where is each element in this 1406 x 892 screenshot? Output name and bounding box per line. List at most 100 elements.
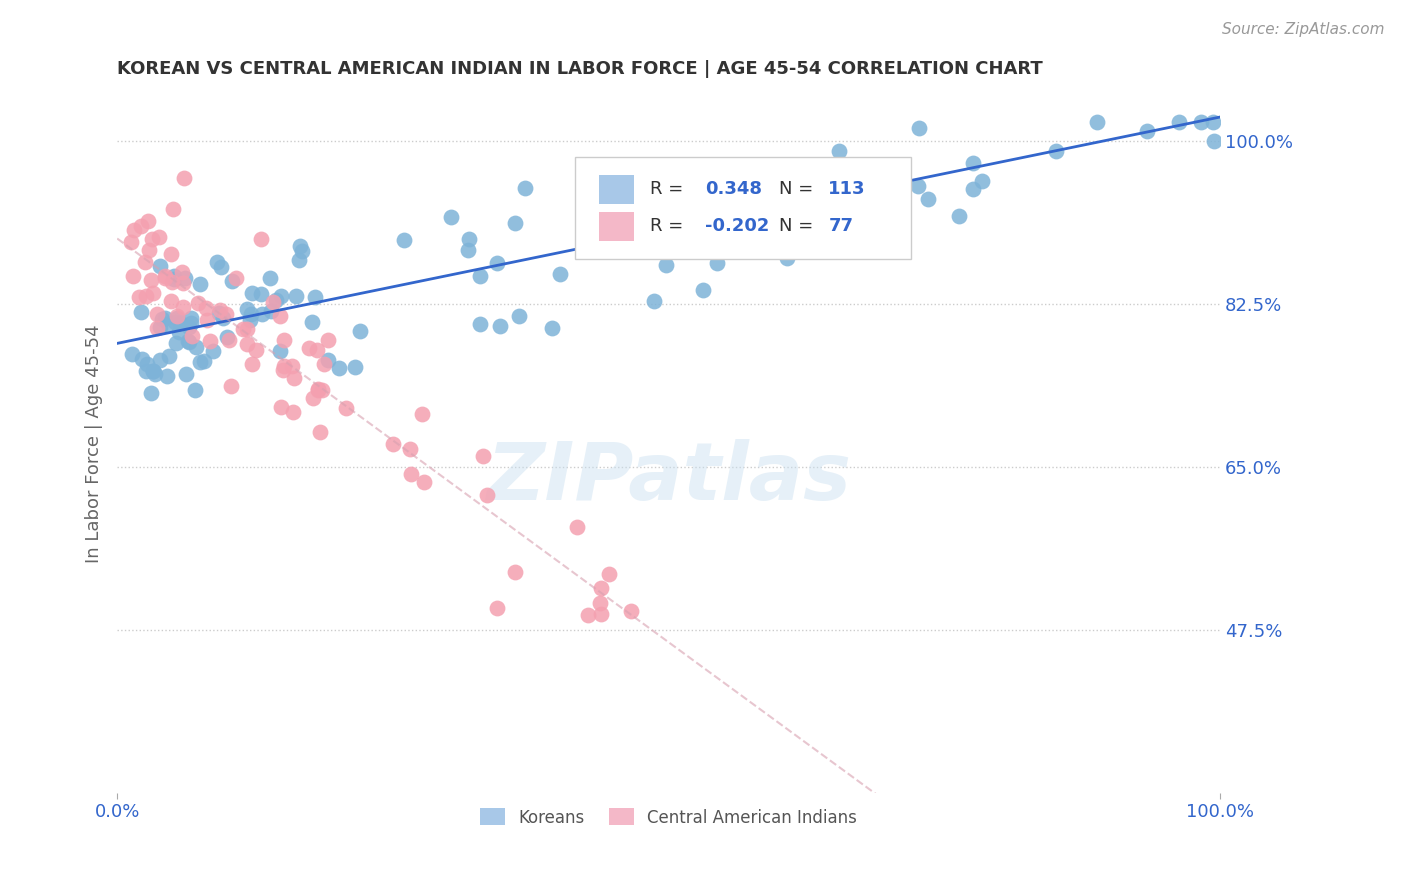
Point [269, 309, 291, 323]
Point [128, 290, 150, 304]
Text: 77: 77 [828, 218, 853, 235]
Point [240, 357, 263, 371]
Text: -0.202: -0.202 [704, 218, 769, 235]
Point [304, 290, 326, 304]
Point [620, 604, 643, 618]
Point [129, 305, 152, 319]
Point [141, 385, 163, 400]
Point [166, 310, 188, 324]
Point [651, 166, 673, 180]
Point [591, 581, 613, 595]
Point [188, 355, 211, 369]
Point [135, 364, 157, 378]
Point [156, 368, 179, 383]
Point [477, 488, 499, 502]
Point [281, 405, 304, 419]
Point [486, 600, 509, 615]
Text: N =: N = [779, 180, 818, 198]
Point [136, 357, 159, 371]
Point [1167, 115, 1189, 129]
Point [160, 275, 183, 289]
Point [187, 296, 209, 310]
Point [122, 268, 145, 283]
Text: ZIPatlas: ZIPatlas [486, 440, 851, 517]
Point [302, 391, 325, 405]
Point [236, 322, 259, 336]
Point [457, 243, 479, 257]
Point [650, 176, 672, 190]
Point [236, 301, 259, 316]
Point [283, 371, 305, 385]
Point [184, 384, 207, 398]
Point [153, 268, 176, 283]
Point [169, 316, 191, 330]
Point [179, 320, 201, 334]
Point [311, 383, 333, 397]
Point [811, 160, 834, 174]
Text: Source: ZipAtlas.com: Source: ZipAtlas.com [1222, 22, 1385, 37]
Point [149, 352, 172, 367]
Point [638, 225, 661, 239]
Point [225, 270, 247, 285]
Point [681, 158, 703, 172]
Point [138, 243, 160, 257]
Point [413, 475, 436, 490]
Point [180, 316, 202, 330]
Point [1045, 144, 1067, 158]
Point [141, 273, 163, 287]
Point [307, 382, 329, 396]
Point [755, 217, 778, 231]
Point [250, 286, 273, 301]
Point [503, 565, 526, 579]
Point [159, 247, 181, 261]
Point [603, 176, 626, 190]
Point [503, 216, 526, 230]
Point [349, 324, 371, 338]
Point [173, 170, 195, 185]
Point [135, 289, 157, 303]
Text: R =: R = [650, 218, 689, 235]
Point [195, 313, 218, 327]
Point [166, 311, 188, 326]
Point [581, 216, 603, 230]
Point [250, 232, 273, 246]
Point [165, 336, 187, 351]
Point [401, 467, 423, 481]
Point [273, 333, 295, 347]
Point [695, 191, 717, 205]
Point [344, 359, 367, 374]
Point [209, 302, 232, 317]
Point [1204, 134, 1226, 148]
Text: 113: 113 [828, 180, 866, 198]
Legend: Koreans, Central American Indians: Koreans, Central American Indians [472, 802, 865, 833]
Point [307, 383, 329, 397]
Point [211, 260, 233, 274]
Text: R =: R = [650, 180, 689, 198]
Point [308, 425, 330, 439]
Point [215, 307, 238, 321]
Point [232, 322, 254, 336]
Point [541, 321, 564, 335]
Point [626, 197, 648, 211]
Point [382, 437, 405, 451]
Point [948, 209, 970, 223]
Point [273, 359, 295, 374]
Point [287, 252, 309, 267]
Point [146, 321, 169, 335]
Point [471, 449, 494, 463]
Point [202, 343, 225, 358]
Point [907, 179, 929, 194]
Point [1189, 115, 1212, 129]
Point [153, 310, 176, 325]
Point [842, 206, 865, 220]
Point [392, 233, 415, 247]
Point [143, 367, 166, 381]
Point [270, 289, 292, 303]
Bar [599, 175, 634, 204]
Point [193, 353, 215, 368]
Point [242, 285, 264, 300]
Point [260, 304, 283, 318]
Point [142, 364, 165, 378]
Point [655, 258, 678, 272]
Bar [599, 211, 634, 241]
